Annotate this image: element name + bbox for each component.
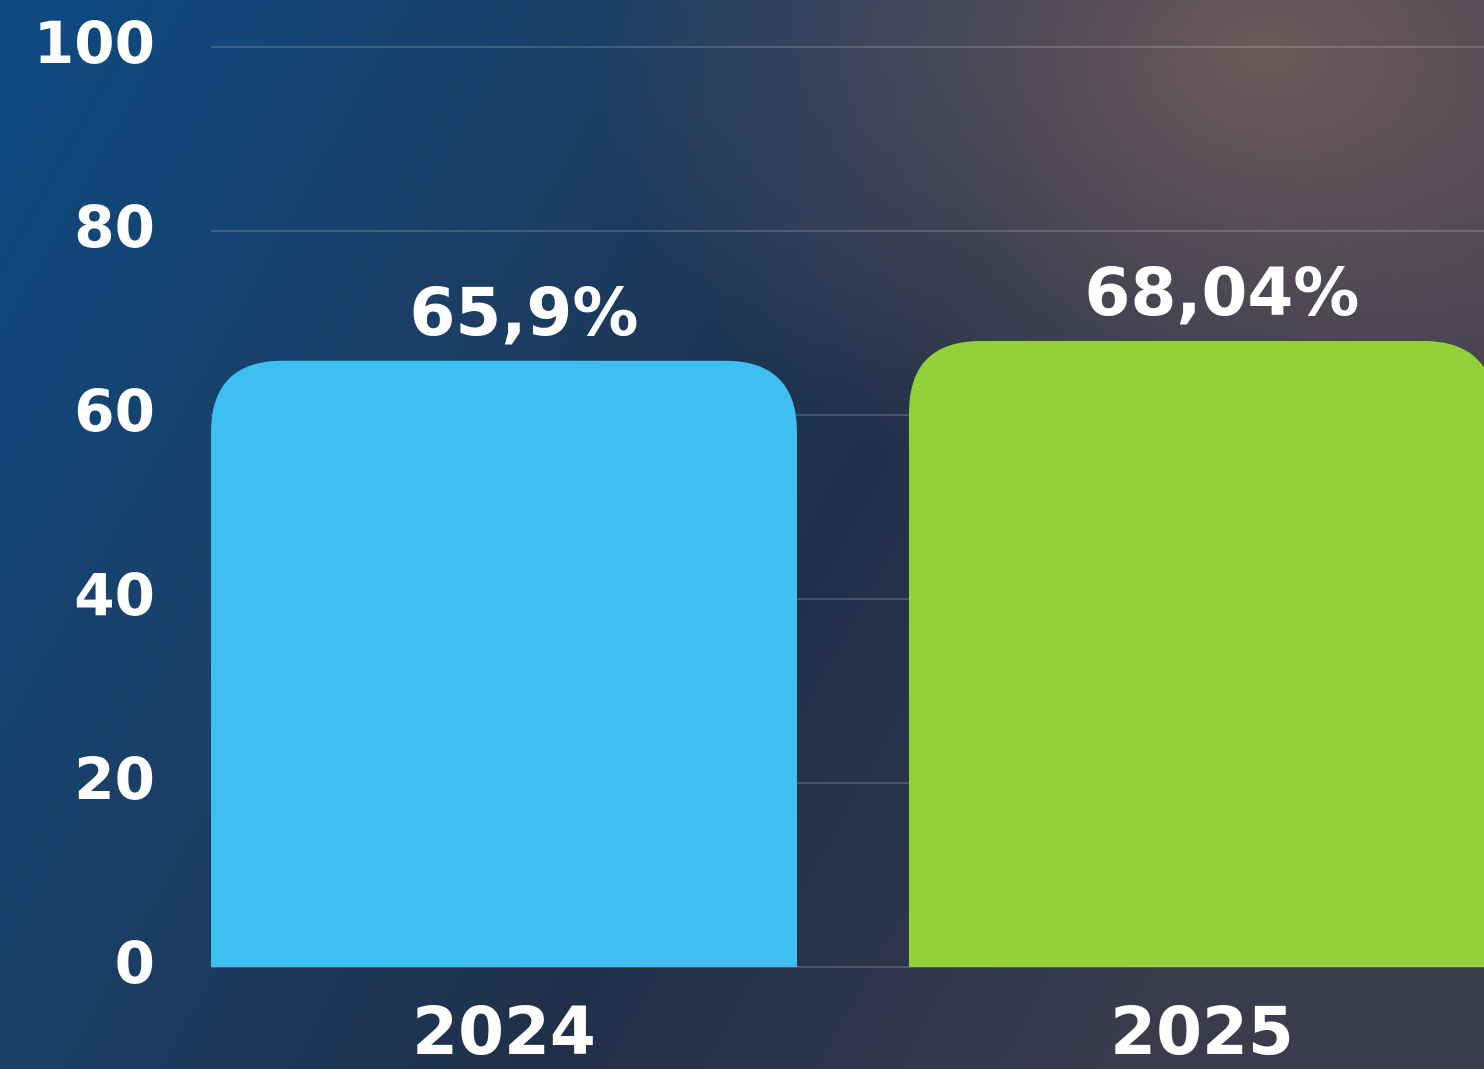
x-tick-label: 2024 bbox=[412, 993, 596, 1069]
bar bbox=[211, 360, 797, 968]
y-tick-label: 20 bbox=[74, 745, 155, 813]
y-tick-label: 60 bbox=[74, 377, 155, 445]
value-label: 65,9% bbox=[410, 274, 639, 351]
y-tick-label: 100 bbox=[34, 9, 155, 77]
y-tick-label: 80 bbox=[74, 193, 155, 261]
y-tick-label: 40 bbox=[74, 561, 155, 629]
x-tick-label: 2025 bbox=[1110, 993, 1294, 1069]
y-tick-label: 0 bbox=[115, 929, 155, 997]
marks: 65,9% 2024 68,04% 2025 bbox=[211, 254, 1484, 1069]
value-label: 68,04% bbox=[1085, 254, 1360, 331]
bar bbox=[909, 341, 1484, 967]
